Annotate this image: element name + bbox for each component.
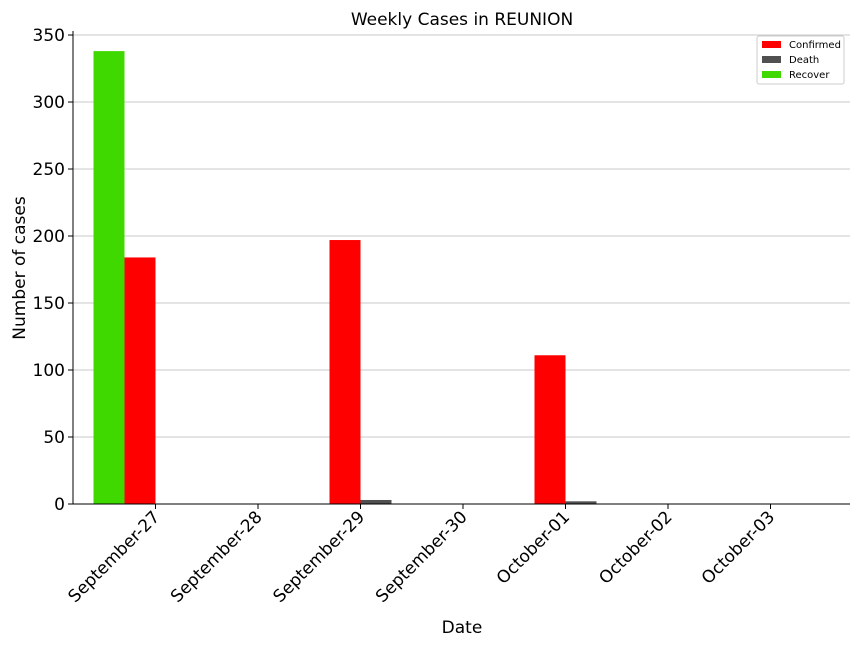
bar-confirmed-october-01 <box>534 355 566 504</box>
y-tick-label: 50 <box>43 428 65 448</box>
legend: Confirmed Death Recover <box>756 35 845 85</box>
legend-label-confirmed: Confirmed <box>789 40 841 51</box>
bar-confirmed-september-29 <box>329 240 361 504</box>
x-tick-label: October-02 <box>595 507 676 588</box>
x-tick-label: September-30 <box>372 507 471 606</box>
legend-swatch-recover <box>762 71 781 78</box>
y-tick-label: 100 <box>33 361 65 381</box>
legend-swatch-death <box>762 56 781 63</box>
y-tick-label: 200 <box>33 227 65 247</box>
y-tick-label: 0 <box>54 495 65 515</box>
x-tick-label: September-29 <box>270 507 369 606</box>
gridlines <box>73 34 850 438</box>
chart-title: Weekly Cases in REUNION <box>351 10 573 30</box>
axes <box>72 31 850 505</box>
bar-confirmed-september-27 <box>124 257 156 504</box>
legend-label-death: Death <box>789 55 819 66</box>
x-tick-label: September-28 <box>167 507 266 606</box>
bar-death-october-01 <box>565 501 597 504</box>
y-tick-label: 150 <box>33 294 65 314</box>
x-tick-label: October-03 <box>698 507 779 588</box>
x-ticks: September-27 September-28 September-29 Sept… <box>65 504 779 607</box>
y-ticks: 0 50 100 150 200 250 300 350 <box>33 26 73 515</box>
legend-label-recover: Recover <box>789 70 830 81</box>
y-tick-label: 350 <box>33 26 65 46</box>
y-tick-label: 300 <box>33 93 65 113</box>
bars <box>93 51 597 504</box>
bar-death-september-29 <box>360 499 392 504</box>
legend-swatch-confirmed <box>762 41 781 48</box>
x-axis-label: Date <box>442 618 483 638</box>
y-tick-label: 250 <box>33 160 65 180</box>
x-tick-label: October-01 <box>493 507 574 588</box>
x-tick-label: September-27 <box>65 507 164 606</box>
y-axis-label: Number of cases <box>10 196 30 340</box>
bar-recover-september-27 <box>93 51 125 504</box>
